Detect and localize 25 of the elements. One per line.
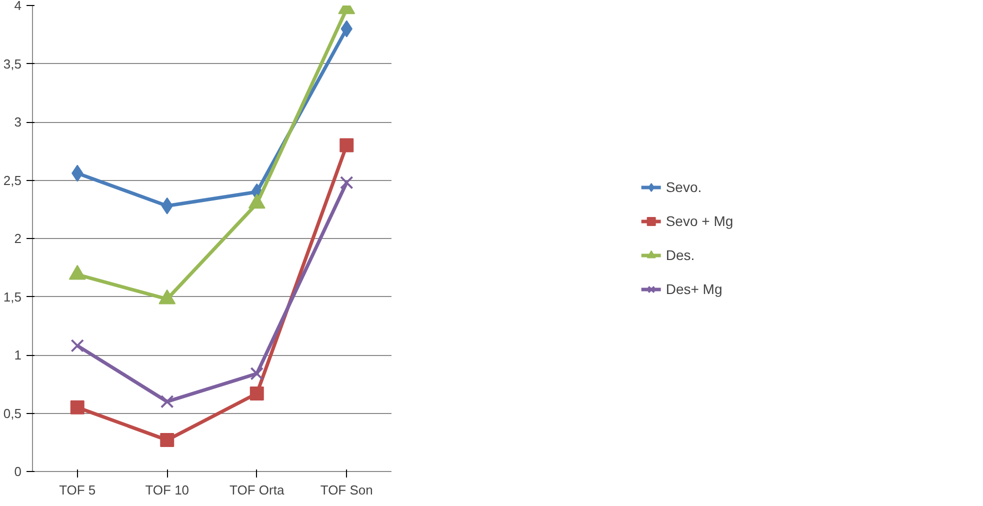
legend-label: Des. xyxy=(666,247,695,263)
point xyxy=(70,339,84,352)
point xyxy=(250,366,264,380)
point xyxy=(70,400,84,414)
point xyxy=(340,138,354,152)
y-tick-label: 2 xyxy=(14,231,22,246)
x-tick-label: TOF Son xyxy=(320,482,373,498)
point xyxy=(340,176,354,190)
y-tick-label: 4 xyxy=(14,0,22,13)
legend-label: Des+ Mg xyxy=(666,281,722,297)
x-tick-label: TOF 10 xyxy=(145,482,190,498)
legend-label: Sevo. xyxy=(666,179,702,195)
y-tick-label: 1,5 xyxy=(3,289,22,304)
y-tick-label: 3 xyxy=(14,114,22,130)
y-tick-label: 0,5 xyxy=(3,406,22,421)
point xyxy=(250,386,264,400)
point xyxy=(160,433,174,448)
x-tick-label: TOF Orta xyxy=(230,482,285,498)
x-tick-label: TOF 5 xyxy=(59,482,96,498)
legend-label: Sevo + Mg xyxy=(666,213,734,229)
point xyxy=(160,394,174,408)
y-tick-label: 2,5 xyxy=(3,172,22,188)
y-tick-label: 3,5 xyxy=(3,56,22,72)
y-tick-label: 1 xyxy=(14,348,22,362)
y-tick-label: 0 xyxy=(14,464,22,479)
